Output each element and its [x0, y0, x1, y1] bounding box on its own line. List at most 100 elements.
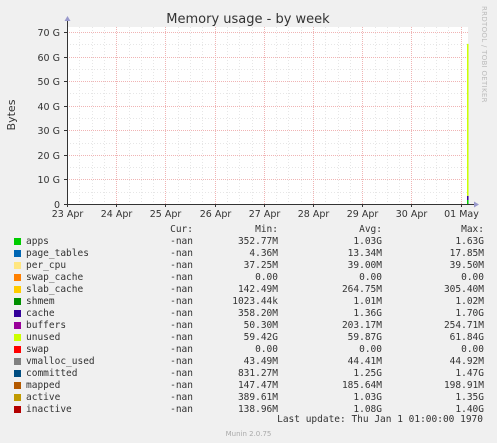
legend-name: page_tables: [26, 248, 89, 259]
legend-name: committed: [26, 368, 78, 379]
legend-row-unused: unused -nan 59.42G 59.87G 61.84G: [14, 332, 490, 344]
legend-min: 50.30M: [243, 320, 278, 331]
legend-avg: 264.75M: [341, 284, 382, 295]
y-tick-label: 60 G: [38, 53, 60, 64]
legend-min: 147.47M: [237, 380, 278, 391]
legend-avg: 39.00M: [347, 260, 382, 271]
legend-min: 138.96M: [237, 404, 278, 415]
x-tick-label: 25 Apr: [150, 209, 182, 220]
legend-name: mapped: [26, 380, 61, 391]
legend-cur: -nan: [170, 332, 193, 343]
legend-cur: -nan: [170, 404, 193, 415]
legend-row-cache: cache -nan 358.20M 1.36G 1.70G: [14, 308, 490, 320]
area-cache: [467, 195, 469, 200]
data-marks: [467, 43, 469, 204]
area-unused: [467, 43, 469, 196]
legend-min: 4.36M: [249, 248, 278, 259]
legend-swatch: [14, 358, 21, 365]
legend-cur: -nan: [170, 368, 193, 379]
legend-row-inactive: inactive -nan 138.96M 1.08G 1.40G: [14, 404, 490, 416]
legend-row-committed: committed -nan 831.27M 1.25G 1.47G: [14, 368, 490, 380]
y-axis-label: Bytes: [5, 99, 18, 130]
legend-rows: apps -nan 352.77M 1.03G 1.63G page_tables -nan…: [14, 236, 490, 416]
legend-name: cache: [26, 308, 55, 319]
legend-swatch: [14, 274, 21, 281]
legend-cur: -nan: [170, 260, 193, 271]
legend-max: 1.47G: [455, 368, 484, 379]
legend-cur: -nan: [170, 236, 193, 247]
legend-avg: 59.87G: [347, 332, 382, 343]
legend-avg: 1.03G: [353, 236, 382, 247]
legend-swatch: [14, 250, 21, 257]
legend-min: 358.20M: [237, 308, 278, 319]
x-axis-arrow: [474, 201, 479, 208]
legend-cur: -nan: [170, 356, 193, 367]
legend-max: 305.40M: [443, 284, 484, 295]
x-tick-label: 01 May: [444, 209, 479, 220]
y-tick-label: 20 G: [38, 151, 60, 162]
legend-avg: 1.36G: [353, 308, 382, 319]
legend-max: 1.40G: [455, 404, 484, 415]
legend-row-active: active -nan 389.61M 1.03G 1.35G: [14, 392, 490, 404]
legend-max: 17.85M: [449, 248, 484, 259]
legend-cur: -nan: [170, 248, 193, 259]
axes: 0 10 G 20 G 30 G 40 G 50 G 60 G 70 G 23 Apr 24 Ap…: [38, 16, 479, 220]
legend-max: 1.35G: [455, 392, 484, 403]
legend-row-mapped: mapped -nan 147.47M 185.64M 198.91M: [14, 380, 490, 392]
y-tick-label: 50 G: [38, 77, 60, 88]
legend-row-per_cpu: per_cpu -nan 37.25M 39.00M 39.50M: [14, 260, 490, 272]
legend-max: 0.00: [461, 344, 484, 355]
legend-row-slab_cache: slab_cache -nan 142.49M 264.75M 305.40M: [14, 284, 490, 296]
legend-name: apps: [26, 236, 49, 247]
grid: [67, 27, 468, 204]
legend-avg: 0.00: [359, 272, 382, 283]
legend-header: Cur: Min: Avg: Max:: [14, 223, 490, 236]
legend-cur: -nan: [170, 308, 193, 319]
x-tick-label: 30 Apr: [396, 209, 428, 220]
legend-avg: 44.41M: [347, 356, 382, 367]
legend-table: Cur: Min: Avg: Max: apps -nan 352.77M 1.03G…: [14, 223, 490, 416]
legend-name: active: [26, 392, 61, 403]
legend-swatch: [14, 310, 21, 317]
legend-name: shmem: [26, 296, 55, 307]
legend-avg: 203.17M: [341, 320, 382, 331]
legend-max: 1.63G: [455, 236, 484, 247]
last-update: Last update: Thu Jan 1 01:00:00 1970: [277, 414, 483, 425]
legend-name: per_cpu: [26, 260, 67, 271]
col-cur-header: Cur:: [170, 224, 193, 235]
legend-row-buffers: buffers -nan 50.30M 203.17M 254.71M: [14, 320, 490, 332]
legend-avg: 1.03G: [353, 392, 382, 403]
plot-area: [67, 27, 468, 204]
legend-max: 39.50M: [449, 260, 484, 271]
legend-min: 59.42G: [243, 332, 278, 343]
legend-name: unused: [26, 332, 61, 343]
legend-max: 0.00: [461, 272, 484, 283]
legend-min: 831.27M: [237, 368, 278, 379]
legend-row-apps: apps -nan 352.77M 1.03G 1.63G: [14, 236, 490, 248]
legend-min: 43.49M: [243, 356, 278, 367]
legend-max: 198.91M: [443, 380, 484, 391]
legend-max: 61.84G: [449, 332, 484, 343]
legend-avg: 185.64M: [341, 380, 382, 391]
rrdtool-watermark: RRDTOOL / TOBI OETIKER: [480, 6, 488, 103]
legend-swatch: [14, 382, 21, 389]
legend-cur: -nan: [170, 380, 193, 391]
legend-cur: -nan: [170, 320, 193, 331]
legend-swatch: [14, 286, 21, 293]
legend-name: swap_cache: [26, 272, 84, 283]
legend-swatch: [14, 370, 21, 377]
legend-max: 254.71M: [443, 320, 484, 331]
legend-cur: -nan: [170, 344, 193, 355]
legend-name: slab_cache: [26, 284, 84, 295]
x-tick-label: 23 Apr: [52, 209, 84, 220]
chart-title: Memory usage - by week: [166, 12, 330, 27]
legend-row-swap_cache: swap_cache -nan 0.00 0.00 0.00: [14, 272, 490, 284]
legend-swatch: [14, 394, 21, 401]
x-tick-label: 27 Apr: [249, 209, 281, 220]
legend-name: vmalloc_used: [26, 356, 95, 367]
legend-min: 352.77M: [237, 236, 278, 247]
legend-max: 44.92M: [449, 356, 484, 367]
legend-swatch: [14, 298, 21, 305]
legend-avg: 0.00: [359, 344, 382, 355]
